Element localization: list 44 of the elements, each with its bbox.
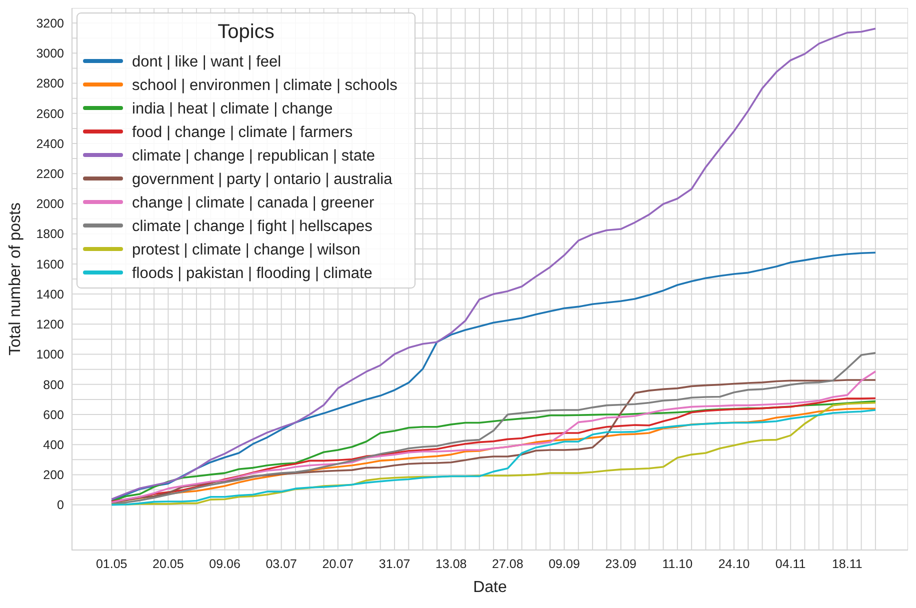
x-tick-label: 23.09 (605, 557, 637, 571)
x-tick-label: 27.08 (492, 557, 524, 571)
y-tick-label: 200 (43, 468, 64, 482)
x-tick-label: 04.11 (775, 557, 806, 571)
y-tick-label: 3000 (36, 46, 64, 61)
legend-label: school | environmen | climate | schools (132, 76, 398, 94)
legend-label: protest | climate | change | wilson (132, 241, 360, 258)
x-tick-label: 20.05 (152, 557, 184, 571)
x-axis-title: Date (473, 579, 507, 596)
y-tick-label: 1400 (36, 287, 64, 302)
x-tick-label: 24.10 (718, 557, 750, 571)
legend-label: climate | change | republican | state (132, 147, 375, 164)
legend-label: dont | like | want | feel (132, 53, 282, 70)
y-tick-label: 1600 (36, 257, 64, 272)
y-tick-label: 400 (43, 438, 64, 452)
x-tick-label: 09.06 (209, 557, 240, 571)
y-tick-label: 1200 (36, 318, 64, 332)
legend-title: Topics (218, 21, 274, 43)
x-tick-label: 31.07 (378, 557, 410, 571)
y-tick-label: 1800 (36, 227, 64, 242)
x-tick-label: 03.07 (266, 557, 298, 571)
y-tick-label: 1000 (36, 348, 64, 362)
legend-label: change | climate | canada | greener (132, 194, 374, 212)
y-tick-label: 3200 (36, 16, 64, 30)
x-tick-label: 01.05 (96, 557, 128, 571)
x-tick-label: 13.08 (435, 557, 467, 571)
y-axis-title: Total number of posts (7, 202, 24, 356)
y-tick-label: 2600 (36, 106, 64, 121)
x-tick-label: 20.07 (322, 557, 354, 571)
legend-label: floods | pakistan | flooding | climate (132, 264, 372, 282)
y-tick-label: 0 (57, 498, 64, 512)
y-tick-label: 600 (43, 408, 64, 422)
legend-label: india | heat | climate | change (132, 100, 333, 118)
x-tick-label: 18.11 (832, 557, 862, 571)
y-tick-label: 800 (43, 378, 64, 392)
y-tick-label: 2400 (36, 136, 64, 151)
x-tick-label: 09.09 (548, 557, 580, 571)
x-tick-label: 11.10 (662, 557, 693, 571)
legend-label: government | party | ontario | australia (132, 170, 393, 188)
legend-label: food | change | climate | farmers (132, 124, 353, 141)
y-tick-label: 2000 (36, 197, 64, 212)
y-tick-label: 2800 (36, 76, 64, 91)
y-tick-label: 2200 (36, 166, 64, 181)
legend-label: climate | change | fight | hellscapes (132, 218, 373, 235)
